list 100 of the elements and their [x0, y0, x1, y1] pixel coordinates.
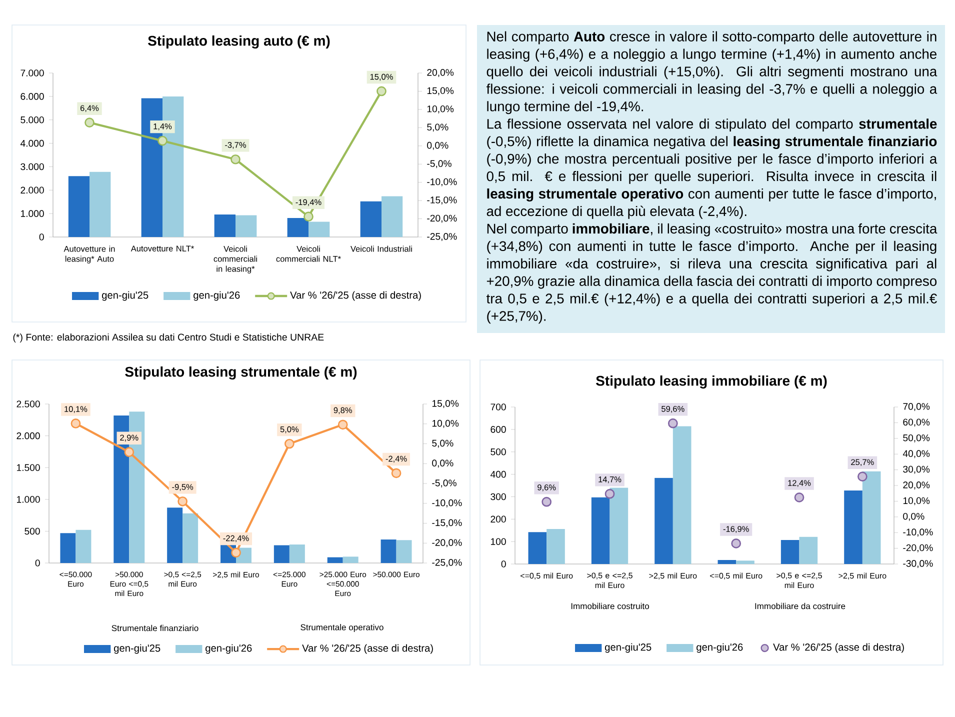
- point: [542, 496, 552, 507]
- y-tick-label: 1.500: [17, 464, 40, 471]
- y2-tick-label: 50,0%: [903, 434, 930, 442]
- bar: [90, 172, 111, 237]
- data-label: 59,6%: [662, 406, 684, 413]
- y2-tick-label: 0,0%: [427, 142, 448, 150]
- bar: [182, 513, 198, 564]
- bar: [844, 490, 862, 564]
- bar: [799, 536, 818, 564]
- y2-tick-label: 5,0%: [427, 124, 448, 132]
- y-tick-label: 7.000: [20, 70, 44, 76]
- text: Immobiliare costruito: [571, 602, 649, 610]
- x-tick-label: >2,5 mil Euro: [649, 572, 697, 580]
- y-tick-label: 1.000: [17, 496, 40, 503]
- data-label: 5,0%: [280, 426, 299, 434]
- text: Strumentale finanziario: [112, 624, 198, 632]
- data-label: 9,6%: [538, 484, 556, 492]
- chart-title: Stipulato leasing strumentale (€ m): [125, 366, 357, 380]
- data-label: 2,9%: [120, 434, 138, 442]
- y-tick-label: 700: [490, 404, 506, 410]
- point: [391, 468, 402, 478]
- point: [231, 548, 241, 558]
- bar: [60, 533, 76, 564]
- y2-tick-label: 15,0%: [427, 87, 454, 96]
- y-tick-label: 5.000: [20, 116, 44, 124]
- y2-tick-label: 10,0%: [903, 497, 930, 506]
- point: [857, 472, 868, 482]
- bar: [167, 508, 183, 564]
- point: [84, 118, 94, 128]
- chart-title: Stipulato leasing auto (€ m): [148, 35, 330, 49]
- text: Nel comparto immobiliare, il leasing «costruito» mostra una forte crescita (+34,8%) con aumenti in tutte le fasce d’importo. Anche per il leasing immobiliare «da costruire», si rileva una crescita significativa pari al +20,9% grazie alla dinamica della fascia dei contratti di importo compreso tra 0,5 e 2,5 mil.€ (+12,4%) e a quella dei contratti superiori a 2,5 mil.€ (+25,7%).: [486, 223, 938, 324]
- y2-tick-label: 30,0%: [903, 466, 930, 474]
- bar: [214, 214, 236, 237]
- y2-tick-label: 60,0%: [903, 418, 930, 427]
- data-label: 25,7%: [851, 459, 874, 466]
- y-tick-label: 6.000: [20, 93, 44, 100]
- data-label: -22,4%: [223, 535, 249, 542]
- y2-tick-label: 0,0%: [903, 512, 924, 521]
- legend-label: gen-giu'26: [194, 291, 240, 301]
- text: La flessione osservata nel valore di stipulato del comparto strumentale (-0,5%) riflette la dinamica negativa del leasing strumentale finanziario (-0,9%) che mostra percentuali positive per le fasce d’importo inferiori a 0,5 mil. € e flessioni per quelle superiori. Risulta invece in crescita il leasing strumentale operativo con aumenti per tutte le fasce d’importo, ad eccezione di quella più elevata (-2,4%).: [486, 118, 938, 219]
- y-tick-label: 100: [491, 538, 506, 545]
- y2-tick-label: 5,0%: [432, 440, 454, 448]
- point: [731, 538, 742, 548]
- bar: [862, 471, 881, 564]
- y2-tick-label: 40,0%: [902, 450, 930, 458]
- y-tick-label: 200: [490, 516, 506, 523]
- y2-tick-label: -5,0%: [432, 480, 456, 488]
- y-tick-label: 2.000: [20, 186, 44, 194]
- legend-label: gen-giu'25: [102, 291, 148, 301]
- bar: [382, 196, 403, 237]
- bar: [68, 176, 90, 237]
- y-tick-label: 400: [490, 470, 506, 478]
- bar: [780, 540, 800, 564]
- text: Nel comparto Auto cresce in valore il sotto-comparto delle autovetture in leasing (+6,4%) e a noleggio a lungo termine (+1,4%) in aumento anche quello dei veicoli industriali (+15,0%). Gli altri segmenti mostrano una flessione: i veicoli commerciali in leasing del -3,7% e quelli a noleggio a lungo termine del -19,4%.: [486, 31, 938, 114]
- bar: [736, 560, 754, 564]
- point: [284, 438, 294, 449]
- legend-label: Var % '26/'25 (asse di destra): [302, 644, 433, 654]
- y2-tick-label: 10,0%: [427, 105, 454, 114]
- data-label: -16,9%: [723, 526, 749, 533]
- y2-tick-label: -25,0%: [427, 233, 457, 241]
- y-tick-label: 0: [39, 234, 44, 240]
- bar: [76, 530, 92, 564]
- point: [668, 418, 678, 428]
- bar: [274, 545, 290, 564]
- y2-tick-label: -10,0%: [432, 499, 462, 508]
- bar: [380, 539, 396, 564]
- y2-tick-label: -15,0%: [432, 519, 462, 528]
- point: [604, 488, 615, 499]
- y-tick-label: 2.000: [16, 432, 40, 440]
- x-tick-label: <=0,5 mil Euro: [710, 572, 762, 580]
- bar: [591, 497, 610, 564]
- x-tick-label: Veicoli Industriali: [350, 246, 412, 252]
- bar: [654, 478, 673, 564]
- legend-label: gen-giu'26: [696, 643, 743, 653]
- y-tick-label: 1.000: [21, 210, 44, 217]
- bar: [528, 532, 547, 564]
- y2-tick-label: -10,0%: [903, 528, 933, 537]
- y-tick-label: 4.000: [20, 140, 44, 147]
- y2-tick-label: -25,0%: [432, 559, 462, 567]
- data-label: -19,4%: [296, 199, 322, 206]
- bar: [236, 215, 257, 237]
- data-label: 1,4%: [154, 123, 172, 130]
- data-label: -9,5%: [172, 484, 194, 491]
- y-tick-label: 3.000: [20, 163, 44, 170]
- legend-label: Var % '26/'25 (asse di destra): [773, 643, 904, 653]
- bar: [396, 540, 412, 564]
- point: [70, 418, 81, 428]
- y-tick-label: 500: [24, 528, 40, 535]
- bar: [289, 544, 305, 564]
- bar: [327, 557, 343, 564]
- x-tick-label: >0,5 e <=2,5 mil Euro: [587, 572, 632, 588]
- text: Immobiliare da costruire: [755, 602, 846, 610]
- y2-tick-label: -30,0%: [903, 560, 933, 568]
- data-label: -2,4%: [386, 456, 407, 463]
- y2-tick-label: -20,0%: [903, 544, 933, 552]
- y2-tick-label: 10,0%: [432, 420, 459, 428]
- y2-tick-label: 20,0%: [427, 69, 454, 77]
- legend-label: Var % '26/'25 (asse di destra): [290, 291, 421, 301]
- bar: [546, 529, 565, 564]
- chart-title: Stipulato leasing immobiliare (€ m): [596, 375, 827, 389]
